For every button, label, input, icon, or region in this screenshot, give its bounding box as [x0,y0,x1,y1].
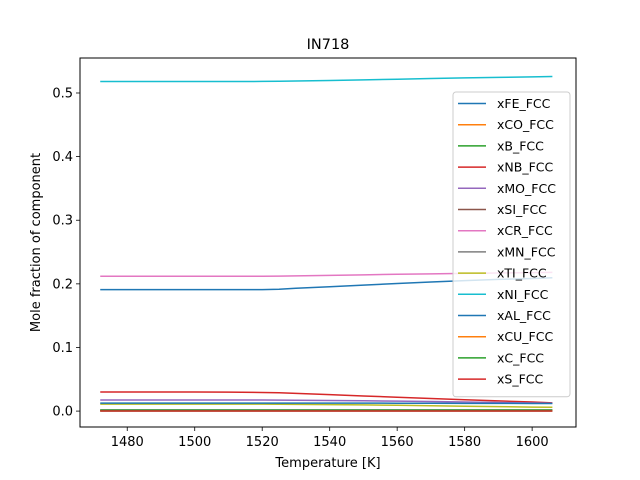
legend-label: xMN_FCC [497,244,556,259]
legend-box [452,91,571,398]
legend-label: xTI_FCC [497,266,547,281]
legend-label: xAL_FCC [497,308,551,323]
legend-label: xNB_FCC [497,160,553,175]
legend-label: xCR_FCC [497,223,553,238]
legend-label: xFE_FCC [497,96,551,111]
series-line-xni-fcc [100,75,553,83]
chart-title: IN718 [307,37,350,53]
x-tick-label: 1520 [246,435,279,450]
series-layer [100,75,553,412]
y-tick-label: 0.3 [52,214,73,229]
y-tick-label: 0.1 [52,341,73,356]
legend-label: xNI_FCC [497,287,549,302]
legend-label: xC_FCC [497,350,544,365]
y-tick-label: 0.5 [52,86,73,101]
plot-frame [79,57,577,428]
y-tick-label: 0.0 [52,405,73,420]
series-line-xnb-fcc [100,391,553,404]
legend: xFE_FCC xCO_FCC xB_FCC xNB_FCC xMO_FCC xSI_FC… [452,91,571,398]
y-axis-label: Mole fraction of component [29,153,44,332]
legend-label: xB_FCC [497,138,544,153]
x-tick-label: 1580 [448,435,481,450]
x-tick-label: 1600 [516,435,549,450]
legend-label: xS_FCC [497,372,544,387]
x-tick-label: 1540 [313,435,346,450]
series-line-xti-fcc [100,403,553,409]
x-axis-label: Temperature [K] [274,456,380,471]
x-axis-ticks: 1480 1500 1520 1540 1560 1580 1600 [111,427,549,450]
legend-label: xCO_FCC [497,117,554,132]
x-tick-label: 1560 [381,435,414,450]
x-tick-label: 1500 [178,435,211,450]
legend-label: xSI_FCC [497,202,547,217]
y-tick-label: 0.2 [52,277,73,292]
x-tick-label: 1480 [111,435,144,450]
legend-label: xMO_FCC [497,181,556,196]
legend-label: xCU_FCC [497,329,553,344]
series-line-xmo-fcc [100,399,553,405]
y-tick-label: 0.4 [52,150,73,165]
y-axis-ticks: 0.0 0.1 0.2 0.3 0.4 0.5 [52,86,80,420]
